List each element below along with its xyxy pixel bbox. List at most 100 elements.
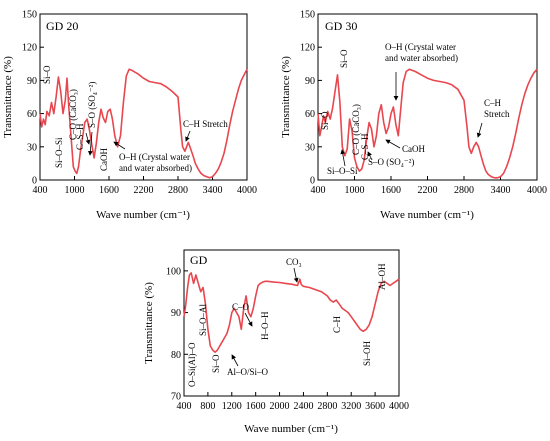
annotation-arrow — [113, 141, 126, 150]
annotation: C–H Stretch — [484, 98, 510, 119]
annotation: Si–O — [42, 65, 52, 84]
series-line — [317, 68, 538, 179]
annotation: C–H Stretch — [183, 119, 228, 129]
panel-label: GD — [190, 253, 208, 267]
annotation: C–S–H — [75, 123, 85, 150]
y-tick-label: 70 — [171, 392, 181, 403]
y-tick-label: 120 — [22, 43, 37, 54]
annotation: CaOH — [402, 144, 425, 154]
x-tick-label: 3400 — [203, 185, 223, 196]
annotation-arrow — [185, 130, 191, 142]
annotation: C–S–H — [360, 133, 370, 160]
annotation-arrow — [476, 122, 483, 138]
y-ticks: 0 30 60 90 120 150 — [300, 10, 322, 187]
annotation: CaOH — [99, 148, 109, 171]
panel-gd: 70 80 90 100 400 800 1200 1600 2000 2400 2800 3200… — [143, 249, 409, 435]
x-tick-label: 4000 — [237, 185, 257, 196]
annotation-arrow — [340, 149, 346, 167]
annotation: S–O (SO₄⁻²) — [87, 82, 97, 128]
x-tick-label: 1000 — [345, 185, 365, 196]
x-tick-label: 800 — [200, 401, 215, 412]
x-tick-label: 400 — [311, 185, 326, 196]
y-tick-label: 150 — [22, 10, 37, 21]
annotation: Si–O — [320, 111, 330, 130]
annotation: H–O–H — [260, 311, 270, 340]
y-tick-label: 90 — [305, 76, 315, 87]
annotation: CO₃ — [286, 257, 302, 267]
x-tick-label: 3200 — [341, 401, 361, 412]
annotation: C–O (CaCO₃) — [68, 89, 78, 140]
y-axis-label: Transmittance (%) — [2, 56, 14, 138]
plot-frame — [183, 249, 400, 397]
series-line-group — [183, 272, 400, 354]
y-ticks: 0 30 60 90 120 150 — [22, 10, 44, 187]
annotation: Al–O/Si–O — [227, 367, 269, 377]
series-line-group — [39, 68, 248, 179]
series-line — [183, 272, 400, 354]
y-axis-label: Transmittance (%) — [143, 282, 155, 364]
x-tick-label: 2200 — [418, 185, 438, 196]
panel-label: GD 20 — [46, 19, 78, 33]
y-tick-label: 150 — [300, 10, 315, 21]
y-tick-label: 60 — [305, 109, 315, 120]
annotation: Al–OH — [377, 263, 387, 290]
y-tick-label: 30 — [305, 142, 315, 153]
annotation-arrow — [293, 267, 299, 283]
annotation: C–H — [332, 315, 342, 333]
x-tick-label: 4000 — [389, 401, 409, 412]
y-tick-label: 0 — [310, 176, 315, 187]
x-tick-label: 2800 — [317, 401, 337, 412]
annotation: Si–O — [339, 49, 349, 68]
y-ticks: 70 80 90 100 — [166, 266, 188, 403]
x-tick-label: 2200 — [134, 185, 154, 196]
x-tick-label: 2800 — [454, 185, 474, 196]
y-tick-label: 0 — [32, 176, 37, 187]
annotation: O–H (Crystal water and water absorbed) — [385, 42, 458, 63]
annotation-arrow — [244, 312, 253, 327]
x-tick-label: 2000 — [270, 401, 290, 412]
annotation: Si–O — [211, 354, 221, 373]
x-tick-label: 1000 — [65, 185, 85, 196]
annotation-arrow — [87, 131, 93, 156]
x-axis-label: Wave number (cm⁻¹) — [96, 209, 190, 221]
annotation-arrow — [85, 132, 91, 145]
x-tick-label: 1600 — [246, 401, 266, 412]
annotation: S–O (SO₄⁻²) — [368, 157, 414, 167]
x-ticks: 400 1000 1600 2200 2800 3400 4000 — [33, 176, 257, 196]
x-tick-label: 1200 — [222, 401, 242, 412]
x-tick-label: 1600 — [99, 185, 119, 196]
x-ticks: 400 800 1200 1600 2000 2400 2800 3200 3600 4000 — [177, 392, 409, 412]
y-tick-label: 30 — [27, 142, 37, 153]
annotation-arrow — [367, 151, 373, 161]
x-tick-label: 3600 — [365, 401, 385, 412]
x-tick-label: 2400 — [293, 401, 313, 412]
y-tick-label: 120 — [300, 43, 315, 54]
x-tick-label: 2800 — [168, 185, 188, 196]
y-tick-label: 90 — [27, 76, 37, 87]
series-line-group — [317, 68, 538, 179]
x-axis-label: Wave number (cm⁻¹) — [244, 423, 338, 435]
x-tick-label: 400 — [177, 401, 192, 412]
y-tick-label: 90 — [171, 308, 181, 319]
x-tick-label: 4000 — [527, 185, 547, 196]
annotation: Si–OH — [362, 340, 372, 366]
x-tick-label: 3400 — [491, 185, 511, 196]
x-tick-label: 400 — [33, 185, 48, 196]
annotation: O–Si(Al)–O — [187, 342, 197, 387]
y-tick-label: 100 — [166, 266, 181, 277]
annotation-arrow — [385, 139, 401, 149]
annotation: Si–O–Si — [327, 166, 358, 176]
annotation: Si–O–Si — [54, 137, 64, 168]
panel-label: GD 30 — [325, 19, 357, 33]
x-axis-label: Wave number (cm⁻¹) — [380, 209, 474, 221]
annotation-arrow — [231, 354, 239, 367]
series-line — [39, 68, 248, 179]
annotation: O–H (Crystal water and water absorbed) — [119, 152, 192, 173]
annotation: Si–O–Al — [198, 303, 208, 336]
y-tick-label: 60 — [27, 109, 37, 120]
annotation: C–O — [232, 302, 250, 312]
x-ticks: 400 1000 1600 2200 2800 3400 4000 — [311, 176, 547, 196]
